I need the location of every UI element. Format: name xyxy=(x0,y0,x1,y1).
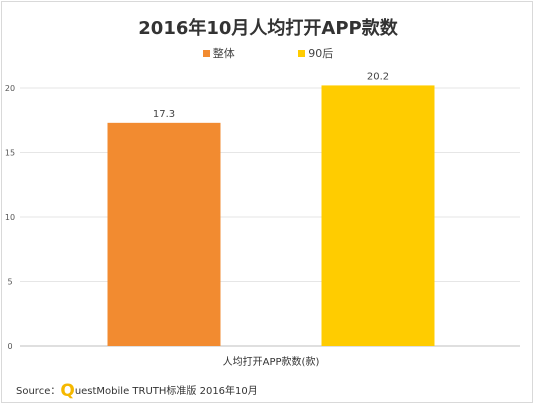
bar-2 xyxy=(321,85,435,347)
y-tick-label: 15 xyxy=(5,149,15,158)
x-category-label: 人均打开APP款数(款) xyxy=(223,355,320,368)
legend-label-series-2: 90后 xyxy=(308,47,334,60)
y-tick-label: 10 xyxy=(5,213,15,222)
source-prefix: Source： xyxy=(16,386,61,397)
legend-item-series-2: 90后 xyxy=(298,45,333,61)
y-tick-label: 5 xyxy=(7,278,12,287)
source-text: uestMobile TRUTH标准版 2016年10月 xyxy=(74,386,258,397)
data-label-1: 17.3 xyxy=(153,109,175,120)
source-logo-letter: Q xyxy=(60,381,75,401)
chart-legend: 整体 90后 xyxy=(0,45,536,61)
legend-swatch-series-1 xyxy=(202,49,210,57)
chart-title: 2016年10月人均打开APP款数 xyxy=(138,18,398,39)
legend-item-series-1: 整体 xyxy=(202,45,235,61)
bar-1 xyxy=(107,122,221,346)
data-label-2: 20.2 xyxy=(367,71,389,82)
legend-swatch-series-2 xyxy=(298,49,306,57)
legend-label-series-1: 整体 xyxy=(212,47,235,60)
y-tick-label: 20 xyxy=(5,84,15,93)
y-tick-label: 0 xyxy=(7,342,12,351)
source-note: Source：QuestMobile TRUTH标准版 2016年10月 xyxy=(16,381,258,401)
